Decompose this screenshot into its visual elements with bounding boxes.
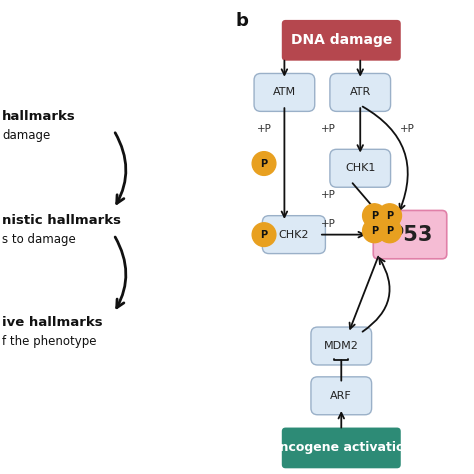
Circle shape — [363, 219, 386, 243]
Text: P: P — [371, 226, 378, 236]
Circle shape — [252, 223, 276, 246]
Text: P: P — [386, 226, 393, 236]
Text: MDM2: MDM2 — [324, 341, 359, 351]
Text: hallmarks: hallmarks — [2, 109, 76, 123]
Text: CHK1: CHK1 — [345, 163, 375, 173]
FancyBboxPatch shape — [330, 73, 391, 111]
Text: P: P — [260, 158, 268, 169]
FancyBboxPatch shape — [373, 210, 447, 259]
FancyBboxPatch shape — [282, 20, 401, 61]
FancyBboxPatch shape — [311, 327, 372, 365]
Text: ATM: ATM — [273, 87, 296, 98]
Text: P53: P53 — [388, 225, 432, 245]
Circle shape — [378, 219, 401, 243]
Text: P: P — [386, 210, 393, 221]
FancyBboxPatch shape — [311, 377, 372, 415]
FancyBboxPatch shape — [330, 149, 391, 187]
Text: s to damage: s to damage — [2, 233, 76, 246]
FancyBboxPatch shape — [262, 216, 325, 254]
Text: ive hallmarks: ive hallmarks — [2, 316, 103, 329]
Text: b: b — [235, 12, 248, 30]
Text: ATR: ATR — [350, 87, 371, 98]
Text: P: P — [260, 229, 268, 240]
Text: +P: +P — [400, 124, 415, 134]
Text: P: P — [371, 210, 378, 221]
Circle shape — [252, 152, 276, 175]
Text: +P: +P — [321, 219, 336, 229]
Text: +P: +P — [321, 124, 336, 134]
Text: +P: +P — [256, 124, 272, 134]
Text: ARF: ARF — [330, 391, 352, 401]
FancyBboxPatch shape — [282, 428, 401, 468]
Text: Oncogene activation: Oncogene activation — [269, 441, 413, 455]
Circle shape — [363, 204, 386, 228]
Text: damage: damage — [2, 128, 51, 142]
Text: DNA damage: DNA damage — [291, 33, 392, 47]
Text: CHK2: CHK2 — [279, 229, 309, 240]
FancyBboxPatch shape — [254, 73, 315, 111]
Text: f the phenotype: f the phenotype — [2, 335, 97, 348]
Circle shape — [378, 204, 401, 228]
Text: +P: +P — [321, 190, 336, 201]
Text: nistic hallmarks: nistic hallmarks — [2, 214, 121, 227]
